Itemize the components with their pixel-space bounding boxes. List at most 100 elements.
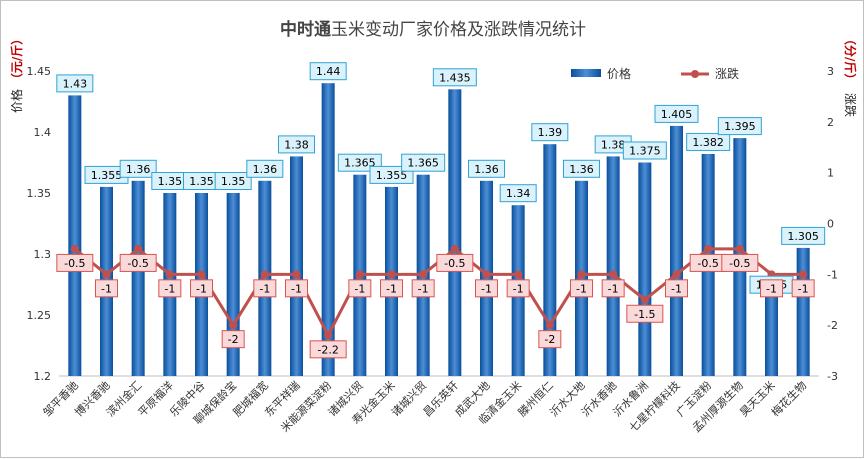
price-data-label: 1.405 <box>654 104 699 123</box>
y-axis-right-label-unit: （分/斤） <box>843 33 858 85</box>
legend-label-price: 价格 <box>607 66 631 81</box>
change-data-label: -1 <box>506 279 530 298</box>
price-data-label: 1.35 <box>151 172 189 190</box>
price-data-label: 1.36 <box>563 159 600 178</box>
y-right-tick-label: 1 <box>827 167 834 180</box>
change-data-label-box <box>791 279 815 298</box>
change-marker <box>514 270 523 279</box>
change-data-label-text: -1 <box>354 282 365 295</box>
change-data-label-text: -0.5 <box>64 257 85 270</box>
price-bar <box>670 125 683 377</box>
price-data-label-box <box>401 153 446 172</box>
change-data-label: -2 <box>538 330 562 349</box>
change-data-label-box <box>665 279 688 298</box>
change-marker <box>197 270 206 279</box>
bar-series <box>68 83 810 377</box>
chart-title: 中时通玉米变动厂家价格及涨跌情况统计 <box>280 19 586 40</box>
change-data-label: -1 <box>285 279 308 298</box>
change-data-label: -1 <box>348 279 372 298</box>
price-data-label-box <box>432 68 477 87</box>
change-marker <box>640 295 649 304</box>
change-data-label: -1 <box>760 279 783 298</box>
price-data-label: 1.43 <box>56 74 94 93</box>
price-bar <box>575 180 588 376</box>
change-marker <box>260 270 269 279</box>
change-marker <box>102 270 111 279</box>
price-data-label: 1.34 <box>499 184 537 203</box>
change-marker <box>292 270 301 279</box>
price-data-label-text: 1.355 <box>376 169 408 182</box>
change-data-label-text: -1.5 <box>634 308 655 321</box>
price-data-label-box <box>56 74 94 93</box>
change-data-label: -2.2 <box>309 340 347 359</box>
change-marker <box>704 244 713 253</box>
price-data-label-box <box>278 135 315 154</box>
price-data-label-text: 1.36 <box>126 163 151 176</box>
change-marker <box>672 270 681 279</box>
price-data-label-box <box>468 159 505 178</box>
legend-swatch-change-marker <box>691 70 699 78</box>
change-data-label-box <box>221 330 245 349</box>
price-data-label-box <box>686 132 731 151</box>
price-data-label-text: 1.365 <box>344 157 376 170</box>
price-data-label-text: 1.305 <box>787 230 819 243</box>
price-data-label: 1.36 <box>468 159 505 178</box>
price-data-label: 1.355 <box>369 165 414 184</box>
change-data-label: -2 <box>221 330 245 349</box>
change-data-label-box <box>56 253 94 272</box>
y-axis-left-label-unit: （元/斤） <box>9 33 24 85</box>
change-marker <box>450 244 459 253</box>
price-data-label: 1.38 <box>278 135 315 154</box>
change-data-label: -0.5 <box>436 253 474 272</box>
price-data-label: 1.35 <box>214 172 252 190</box>
y-left-tick-label: 1.4 <box>34 126 52 139</box>
change-data-label-box <box>721 253 759 272</box>
change-data-label-text: -0.5 <box>729 257 750 270</box>
y-right-tick-label: 0 <box>827 218 834 231</box>
price-data-label: 1.382 <box>686 132 731 151</box>
change-data-label: -0.5 <box>119 253 157 272</box>
price-data-label-text: 1.43 <box>63 77 88 90</box>
price-data-label: 1.395 <box>717 117 762 136</box>
price-data-label-box <box>499 184 537 203</box>
price-data-label-text: 1.36 <box>474 163 499 176</box>
y-left-tick-label: 1.35 <box>27 187 52 200</box>
change-data-label-box <box>506 279 530 298</box>
change-data-label-text: -0.5 <box>697 257 718 270</box>
y-right-tick-label: -2 <box>827 319 838 332</box>
change-data-label-box <box>253 279 277 298</box>
y-right-tick-label: -1 <box>827 268 838 281</box>
change-data-label-text: -2.2 <box>317 343 338 356</box>
change-marker <box>134 244 143 253</box>
change-data-label-box <box>436 253 474 272</box>
change-data-label: -1 <box>791 279 815 298</box>
price-data-label: 1.365 <box>401 153 446 172</box>
price-data-label-text: 1.38 <box>601 138 626 151</box>
change-marker <box>482 270 491 279</box>
price-data-label-text: 1.36 <box>569 163 594 176</box>
price-data-label: 1.36 <box>246 159 284 178</box>
price-data-label-box <box>654 104 699 123</box>
change-data-label-text: -1 <box>386 282 397 295</box>
price-data-label-box <box>717 117 762 136</box>
price-bar <box>480 180 493 376</box>
change-data-label: -1 <box>601 279 625 298</box>
legend-swatch-price <box>571 69 601 77</box>
change-data-label: -1 <box>570 279 593 298</box>
change-marker <box>799 270 808 279</box>
category-label: 梅花生物 <box>768 378 809 419</box>
y-axis-right-label: （分/斤） <box>843 33 858 85</box>
change-marker <box>229 321 238 330</box>
y-left-tick-label: 1.3 <box>34 248 52 261</box>
change-marker <box>545 321 554 330</box>
y-axis-right-label-main: 涨跌 <box>843 93 858 117</box>
y-right-tick-label: 3 <box>827 65 834 78</box>
change-data-label: -1 <box>665 279 688 298</box>
price-data-label-box <box>622 141 667 160</box>
price-bar <box>226 193 240 376</box>
change-marker <box>324 331 333 340</box>
change-data-label: -1 <box>190 279 213 298</box>
category-labels: 邹平香驰博兴香驰滨州金汇平原福洋乐陵中谷聊城保龄宝肥城福宽东平祥瑞米能源菜淀粉诸… <box>40 378 809 435</box>
price-data-label-text: 1.35 <box>158 175 183 188</box>
